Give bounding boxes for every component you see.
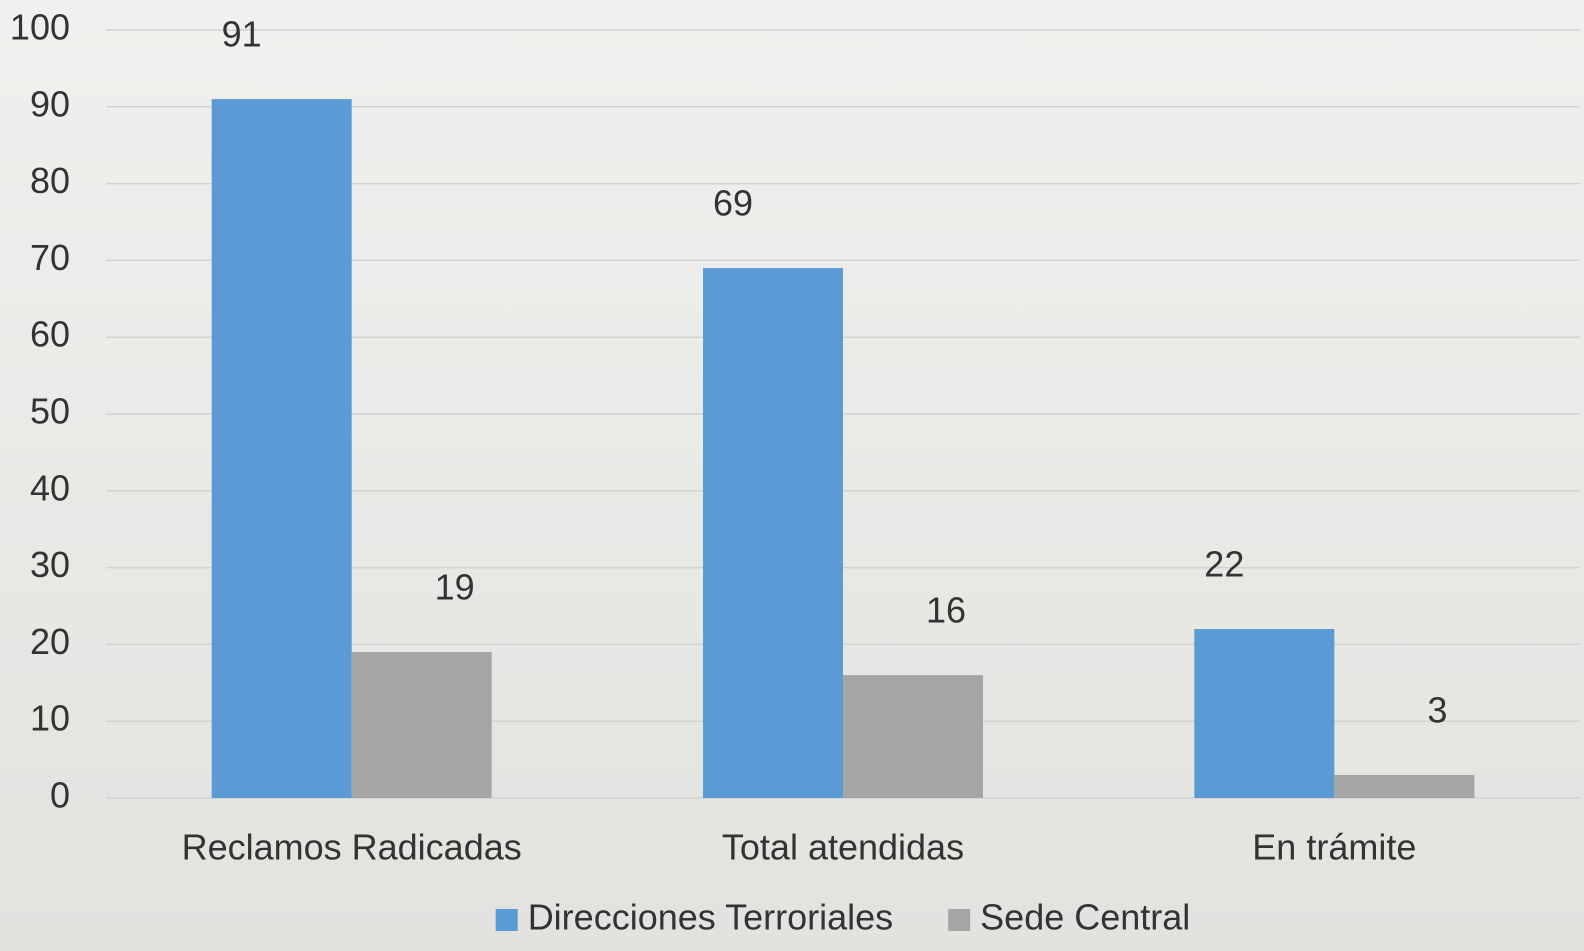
data-label: 22 [1204, 544, 1244, 585]
y-tick-label: 30 [30, 544, 70, 585]
y-tick-label: 90 [30, 83, 70, 124]
x-tick-label: Total atendidas [722, 827, 964, 868]
data-label: 19 [435, 567, 475, 608]
bar [351, 652, 492, 798]
y-tick-label: 70 [30, 237, 70, 278]
y-tick-label: 10 [30, 698, 70, 739]
bar [1334, 774, 1475, 798]
x-tick-label: Reclamos Radicadas [182, 827, 522, 868]
bar [843, 675, 983, 798]
bar [211, 99, 352, 799]
data-label: 69 [713, 183, 753, 224]
y-tick-label: 50 [30, 391, 70, 432]
bar [703, 268, 843, 799]
y-tick-label: 40 [30, 467, 70, 508]
bar [1194, 629, 1335, 798]
y-tick-label: 20 [30, 621, 70, 662]
legend-label: Direcciones Terroriales [528, 897, 893, 938]
legend-label: Sede Central [980, 897, 1190, 938]
y-tick-label: 0 [50, 775, 70, 816]
data-label: 3 [1427, 689, 1447, 730]
y-tick-label: 60 [30, 314, 70, 355]
data-label: 16 [926, 590, 966, 631]
y-tick-label: 100 [10, 7, 70, 48]
legend-swatch [948, 909, 971, 931]
data-label: 91 [222, 14, 262, 55]
y-tick-label: 80 [30, 160, 70, 201]
legend-swatch [495, 909, 518, 931]
x-tick-label: En trámite [1252, 827, 1416, 868]
